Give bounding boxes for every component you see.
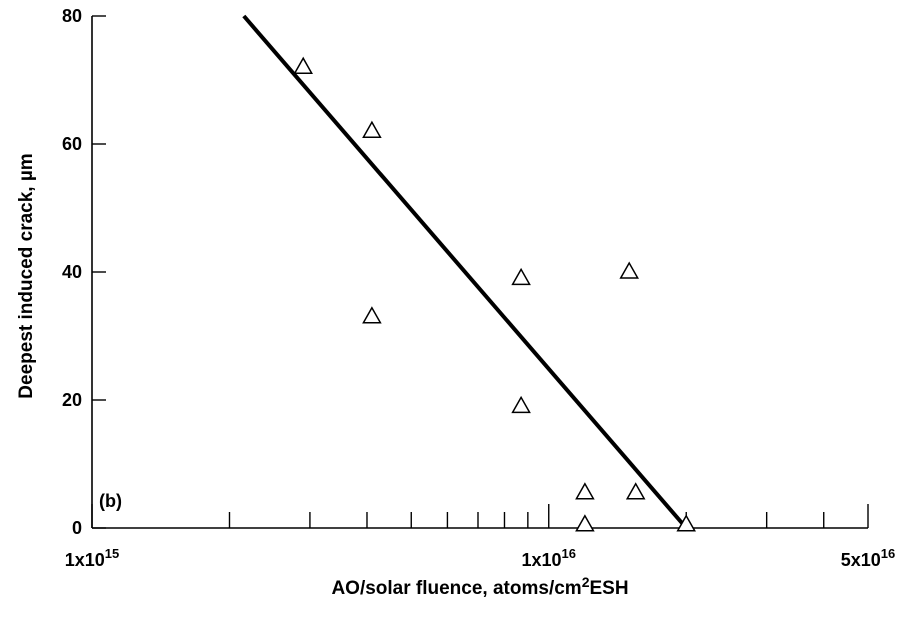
x-tick-label: 1x1015 <box>65 546 120 570</box>
data-point-triangle <box>619 261 639 279</box>
fit-line <box>242 14 688 530</box>
y-axis-title: Deepest induced crack, µm <box>16 153 37 398</box>
data-point-triangle <box>511 395 531 414</box>
axes <box>91 16 868 529</box>
panel-label: (b) <box>99 491 122 511</box>
y-tick-label: 20 <box>62 390 82 410</box>
y-ticks: 0 20 40 60 80 <box>62 6 106 538</box>
x-tick-label-base: 1x10 <box>65 550 105 570</box>
data-point-triangle <box>362 120 382 138</box>
x-axis-title-sup: 2 <box>582 574 590 590</box>
y-tick-label: 40 <box>62 262 82 282</box>
x-axis-title: AO/solar fluence, atoms/cm2ESH <box>331 574 628 599</box>
data-point-triangle <box>293 56 313 74</box>
x-axis-title-main: AO/solar fluence, atoms/cm <box>331 578 581 599</box>
data-point-triangle <box>575 514 595 532</box>
x-tick-label-base: 5x10 <box>841 550 881 570</box>
x-axis-title-tail: ESH <box>589 578 628 599</box>
y-tick-label: 0 <box>72 518 82 538</box>
x-tick-label: 1x1016 <box>521 546 576 570</box>
x-tick-label-exponent: 16 <box>562 546 576 561</box>
x-ticks <box>91 504 869 528</box>
y-tick-label: 80 <box>62 6 82 26</box>
data-markers <box>293 56 696 532</box>
x-tick-label-exponent: 16 <box>881 546 895 561</box>
data-point-triangle <box>676 514 696 532</box>
data-point-triangle <box>625 482 646 500</box>
x-tick-label-base: 1x10 <box>521 550 561 570</box>
data-point-triangle <box>511 267 531 286</box>
y-tick-label: 60 <box>62 134 82 154</box>
x-tick-label: 5x1016 <box>841 546 896 570</box>
data-point-triangle <box>362 306 382 324</box>
data-point-triangle <box>575 482 595 500</box>
x-tick-label-exponent: 15 <box>105 546 119 561</box>
x-tick-labels: 1x1015 1x1016 5x1016 <box>65 546 896 570</box>
